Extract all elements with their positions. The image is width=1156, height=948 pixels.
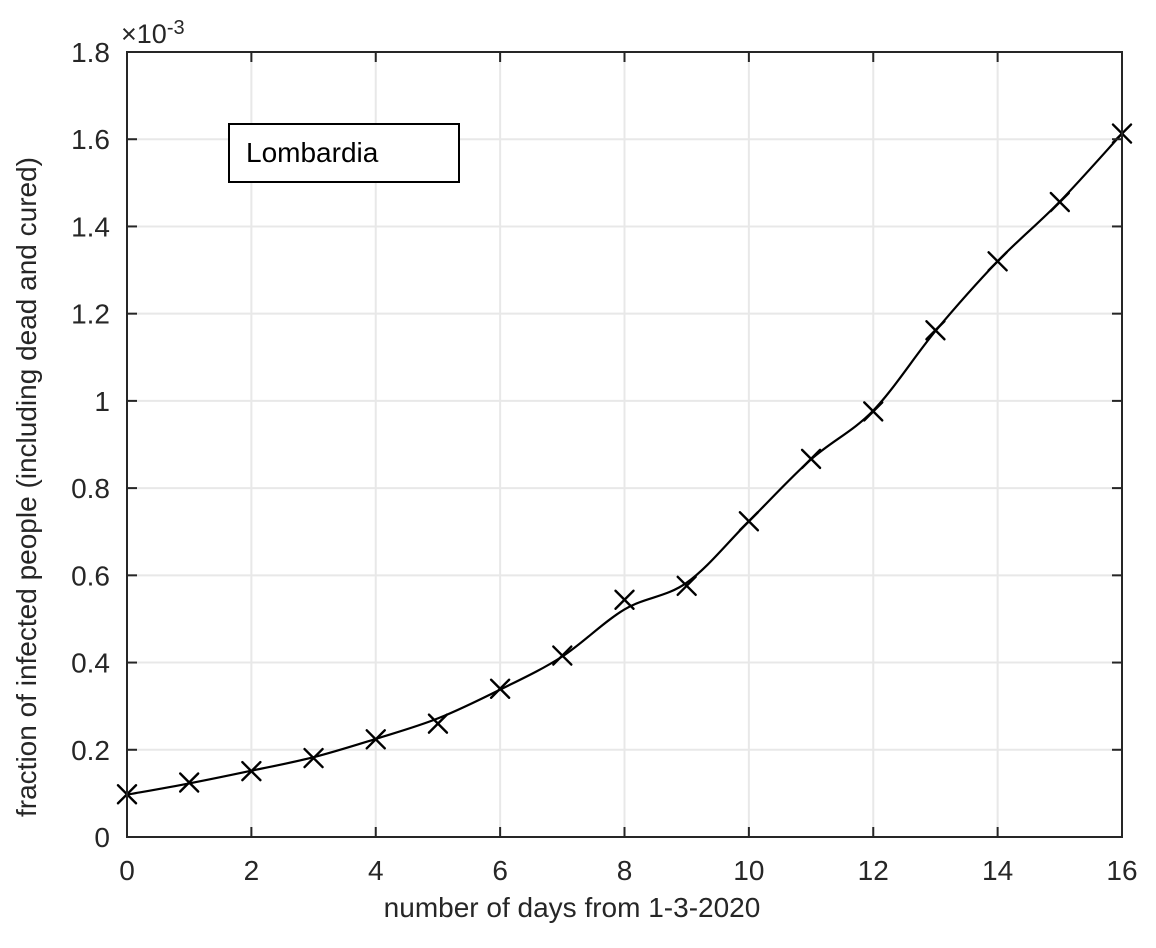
y-tick-label: 0.4 xyxy=(71,648,110,679)
y-tick-label: 1 xyxy=(94,386,110,417)
y-tick-label: 0.6 xyxy=(71,560,110,591)
y-tick-label: 0.8 xyxy=(71,473,110,504)
y-tick-label: 1.2 xyxy=(71,299,110,330)
data-marker-x xyxy=(676,575,697,596)
fit-curve xyxy=(125,132,1124,796)
y-tick-label: 0.2 xyxy=(71,735,110,766)
annotation-label: Lombardia xyxy=(246,137,379,168)
y-tick-label: 1.8 xyxy=(71,37,110,68)
x-tick-label: 2 xyxy=(244,855,260,886)
data-marker-x xyxy=(614,589,635,610)
data-marker-x xyxy=(427,713,449,734)
annotation-box: Lombardia xyxy=(228,123,460,183)
x-tick-label: 8 xyxy=(617,855,633,886)
x-tick-label: 4 xyxy=(368,855,384,886)
x-tick-label: 12 xyxy=(858,855,889,886)
x-tick-label: 14 xyxy=(982,855,1013,886)
x-tick-label: 6 xyxy=(492,855,508,886)
y-tick-label: 1.6 xyxy=(71,124,110,155)
y-tick-label: 0 xyxy=(94,822,110,853)
y-axis-exponent-power: -3 xyxy=(166,17,185,39)
x-tick-label: 16 xyxy=(1106,855,1137,886)
y-tick-label: 1.4 xyxy=(71,211,110,242)
y-axis-exponent: ×10-3 xyxy=(121,17,185,50)
x-tick-label: 10 xyxy=(733,855,764,886)
y-axis-exponent-base: ×10 xyxy=(121,19,167,49)
x-axis-label: number of days from 1-3-2020 xyxy=(383,892,761,923)
x-tick-label: 0 xyxy=(119,855,135,886)
y-axis-label: fraction of infected people (including d… xyxy=(11,157,42,817)
